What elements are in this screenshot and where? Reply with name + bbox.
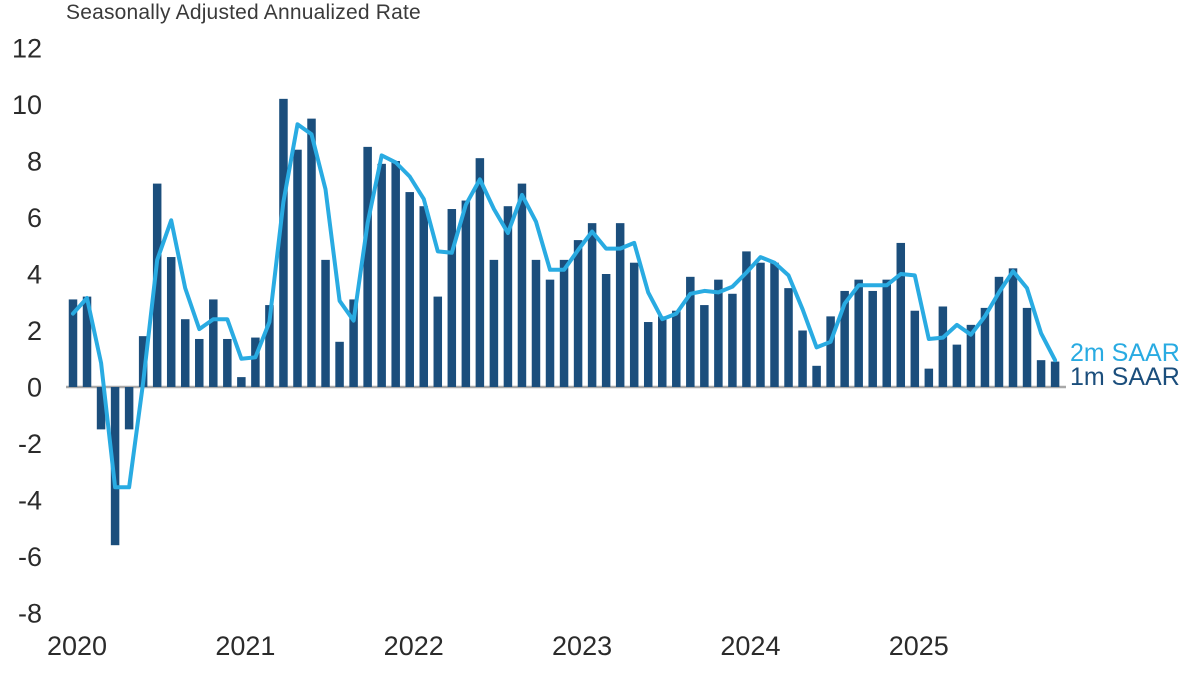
bar-1m-saar	[293, 149, 302, 387]
bar-1m-saar	[826, 316, 835, 387]
bar-1m-saar	[503, 206, 513, 387]
x-axis-year-label: 2025	[889, 631, 949, 661]
bar-1m-saar	[812, 365, 821, 387]
bar-1m-saar	[700, 305, 709, 387]
bar-1m-saar	[335, 341, 344, 387]
bar-1m-saar	[1050, 361, 1060, 387]
x-axis-year-label: 2023	[552, 631, 612, 661]
legend-2m-saar: 2m SAAR	[1070, 339, 1180, 367]
bar-1m-saar	[938, 306, 948, 387]
bar-1m-saar	[405, 192, 414, 387]
bar-1m-saar	[910, 310, 920, 387]
bar-1m-saar	[321, 259, 330, 387]
bar-1m-saar	[279, 98, 288, 387]
bar-1m-saar	[391, 161, 400, 387]
y-axis-tick-label: 6	[27, 203, 42, 233]
bar-1m-saar	[994, 276, 1004, 387]
x-axis-year-label: 2021	[215, 631, 275, 661]
bar-1m-saar	[166, 257, 176, 387]
bar-1m-saar	[517, 183, 527, 387]
y-axis-tick-label: -4	[18, 486, 42, 516]
bar-1m-saar	[68, 299, 78, 387]
bar-1m-saar	[559, 259, 569, 387]
y-axis-tick-label: -2	[18, 429, 42, 459]
bar-1m-saar	[1008, 268, 1018, 387]
bar-1m-saar	[447, 209, 457, 387]
bar-1m-saar	[110, 387, 120, 546]
bar-1m-saar	[152, 183, 162, 387]
bar-1m-saar	[966, 324, 976, 387]
bar-1m-saar	[377, 163, 386, 387]
bar-1m-saar	[840, 290, 849, 387]
y-axis-tick-label: 8	[27, 147, 42, 177]
bar-1m-saar	[363, 146, 372, 387]
x-axis-year-label: 2020	[47, 631, 107, 661]
bar-1m-saar	[124, 387, 134, 430]
y-axis-tick-label: 4	[27, 260, 42, 290]
bar-1m-saar	[924, 368, 934, 387]
bar-1m-saar	[714, 279, 723, 387]
y-axis-tick-label: 2	[27, 316, 42, 346]
bar-1m-saar	[770, 262, 779, 387]
bar-1m-saar	[658, 316, 667, 387]
bar-1m-saar	[980, 307, 990, 387]
bar-1m-saar	[686, 276, 695, 387]
bar-1m-saar	[265, 305, 274, 387]
bar-1m-saar	[615, 223, 625, 387]
y-axis-tick-label: 12	[12, 34, 42, 64]
bar-1m-saar	[854, 279, 863, 387]
bar-1m-saar	[784, 288, 793, 387]
bar-1m-saar	[882, 279, 891, 387]
bar-1m-saar	[868, 290, 877, 387]
bar-1m-saar	[433, 296, 443, 387]
bar-1m-saar	[756, 262, 765, 387]
bar-1m-saar	[629, 262, 639, 387]
bar-1m-saar	[209, 299, 218, 387]
bar-1m-saar	[96, 387, 106, 430]
bar-1m-saar	[195, 338, 204, 387]
bar-1m-saar	[728, 293, 737, 387]
bar-1m-saar	[307, 118, 316, 387]
y-axis-tick-label: -6	[18, 542, 42, 572]
bar-1m-saar	[237, 377, 246, 387]
x-axis-year-label: 2022	[384, 631, 444, 661]
bar-1m-saar	[419, 206, 428, 387]
bar-1m-saar	[82, 296, 92, 387]
bar-1m-saar	[587, 223, 597, 387]
bar-1m-saar	[952, 344, 962, 387]
chart-legend: 2m SAAR 1m SAAR	[1070, 339, 1180, 391]
bar-1m-saar	[461, 200, 471, 387]
y-axis-tick-label: 10	[12, 90, 42, 120]
bar-1m-saar	[573, 240, 583, 387]
chart-title: Seasonally Adjusted Annualized Rate	[66, 1, 421, 24]
bar-1m-saar	[798, 330, 807, 387]
bar-1m-saar	[643, 322, 653, 387]
bar-1m-saar	[138, 336, 148, 387]
bar-1m-saar	[475, 158, 485, 387]
legend-1m-saar: 1m SAAR	[1070, 363, 1180, 391]
bar-1m-saar	[349, 299, 358, 387]
bar-1m-saar	[489, 259, 499, 387]
bar-1m-saar	[1036, 360, 1046, 387]
bar-1m-saar	[1022, 307, 1032, 387]
bar-1m-saar	[672, 310, 681, 387]
bar-1m-saar	[251, 337, 260, 387]
y-axis-tick-label: -8	[18, 599, 42, 629]
bar-1m-saar	[601, 274, 611, 387]
bar-1m-saar	[223, 338, 232, 387]
bar-1m-saar	[742, 251, 751, 387]
line-2m-saar	[71, 122, 1058, 490]
y-axis-tick-label: 0	[27, 373, 42, 403]
bar-1m-saar	[531, 259, 541, 387]
bar-1m-saar	[896, 242, 906, 387]
bar-1m-saar	[180, 319, 190, 387]
x-axis-year-label: 2024	[720, 631, 780, 661]
bar-1m-saar	[545, 279, 555, 387]
